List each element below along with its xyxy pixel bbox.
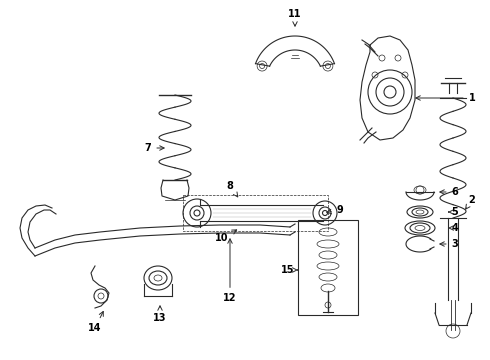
Text: 15: 15 [281, 265, 297, 275]
Text: 7: 7 [145, 143, 164, 153]
Text: 1: 1 [416, 93, 475, 103]
Bar [298, 220, 358, 315]
Text: 12: 12 [223, 239, 237, 303]
Text: 13: 13 [153, 306, 167, 323]
Bar [183, 195, 328, 231]
Text: 10: 10 [215, 230, 237, 243]
Text: 9: 9 [327, 205, 343, 215]
Text: 6: 6 [440, 187, 458, 197]
Text: 3: 3 [440, 239, 458, 249]
Text: 4: 4 [449, 223, 458, 233]
Text: 11: 11 [288, 9, 302, 26]
Text: 5: 5 [449, 207, 458, 217]
Text: 14: 14 [88, 311, 103, 333]
Text: 2: 2 [466, 195, 475, 209]
Text: 8: 8 [226, 181, 238, 197]
